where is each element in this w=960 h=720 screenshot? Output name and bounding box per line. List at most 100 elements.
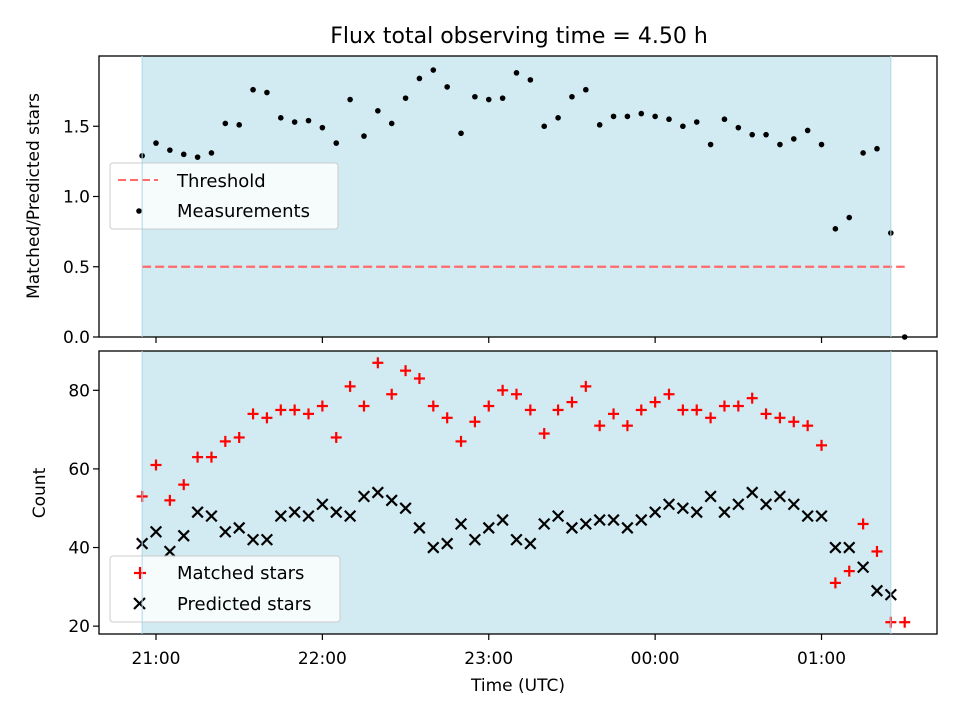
measurement-point	[250, 86, 256, 93]
x-tick-label: 22:00	[298, 649, 347, 669]
measurement-point	[472, 93, 478, 100]
predicted-point-b	[274, 510, 287, 523]
predicted-point-b	[829, 541, 842, 554]
measurement-point	[513, 70, 520, 76]
predicted-point	[621, 521, 634, 534]
x-tick-label: 00:00	[631, 649, 680, 669]
measurement-point	[680, 123, 686, 130]
matched-point	[816, 439, 828, 451]
x-tick-label: 01:00	[797, 649, 846, 669]
predicted-point	[593, 513, 606, 527]
matched-point	[303, 408, 315, 420]
predicted-point-b	[607, 513, 620, 527]
predicted-point-b	[787, 498, 800, 511]
measurement-point	[291, 119, 298, 125]
predicted-point	[357, 490, 371, 503]
y-tick-label: 80	[68, 381, 90, 401]
predicted-point-b	[454, 517, 468, 531]
matched-point	[247, 408, 259, 420]
predicted-point	[857, 561, 870, 574]
matched-point	[705, 412, 717, 424]
measurement-point	[208, 150, 215, 156]
top-axes-frame	[98, 55, 938, 338]
legend-matched-label: Matched stars	[177, 563, 304, 584]
measurement-point	[818, 141, 825, 148]
measurement-point	[610, 113, 617, 120]
predicted-point-b	[649, 506, 662, 519]
predicted-point	[219, 525, 232, 538]
matched-point	[760, 408, 772, 420]
matched-point	[427, 400, 439, 412]
bottom-legend: Matched stars Predicted stars	[109, 555, 341, 623]
predicted-point-b	[385, 494, 398, 507]
measurement-point	[499, 95, 506, 101]
measurement-point	[333, 140, 340, 146]
predicted-point	[538, 517, 551, 531]
matched-point	[843, 565, 855, 577]
predicted-point-b	[191, 506, 204, 519]
bottom-legend-box	[109, 555, 341, 623]
measurement-point	[832, 226, 839, 232]
x-axis-label: Time (UTC)	[470, 676, 565, 696]
matched-point	[788, 416, 800, 428]
matched-point	[871, 545, 883, 557]
measurement-point	[735, 124, 742, 131]
predicted-point	[579, 517, 592, 531]
predicted-point	[233, 521, 246, 534]
top-legend: Threshold Measurements	[109, 162, 339, 230]
matched-point	[566, 396, 578, 408]
measurement-point	[790, 136, 797, 142]
measurement-point	[569, 93, 575, 100]
matched-point	[635, 404, 647, 416]
predicted-point-b	[496, 513, 509, 527]
predicted-point-b	[233, 521, 246, 534]
matched-point	[400, 365, 412, 377]
predicted-point	[427, 541, 440, 554]
predicted-point-b	[219, 525, 232, 538]
measurement-point	[638, 110, 645, 117]
matched-point	[621, 420, 633, 432]
predicted-point	[482, 521, 495, 534]
predicted-point-b	[357, 490, 371, 503]
predicted-point-b	[441, 537, 454, 550]
matched-point	[899, 616, 911, 628]
predicted-point-b	[288, 506, 301, 519]
predicted-point-b	[843, 541, 856, 554]
predicted-point	[246, 533, 260, 546]
predicted-point-b	[579, 517, 592, 531]
measurement-point	[430, 67, 437, 73]
predicted-point	[413, 521, 426, 534]
matched-point	[150, 459, 162, 471]
measurement-point	[416, 75, 423, 82]
matched-point	[718, 400, 730, 412]
y-tick-label: 60	[68, 460, 90, 480]
predicted-point-b	[399, 502, 412, 515]
predicted-point-b	[344, 510, 357, 523]
predicted-point	[260, 533, 273, 546]
measurement-point	[666, 116, 672, 123]
matched-point	[483, 400, 495, 412]
measurement-point	[777, 141, 783, 148]
bottom-axes-frame	[98, 350, 938, 635]
predicted-point-b	[302, 510, 315, 523]
measurement-point	[874, 145, 880, 152]
predicted-point	[787, 498, 800, 511]
predicted-point-b	[510, 533, 523, 546]
measurement-point	[527, 77, 534, 83]
measurement-point	[361, 133, 367, 139]
predicted-point-b	[690, 506, 703, 519]
predicted-point	[385, 494, 398, 507]
measurement-point	[555, 115, 561, 121]
predicted-point-b	[662, 498, 676, 511]
bottom-panel: 20 40 60 80 21:00 22:00 23:00 00:00 01:00 Count…	[30, 350, 938, 696]
predicted-point-b	[718, 506, 731, 519]
predicted-point	[399, 502, 412, 515]
bottom-x-ticks: 21:00 22:00 23:00 00:00 01:00	[132, 634, 846, 669]
matched-point	[330, 431, 342, 443]
measurement-point	[652, 113, 658, 120]
x-tick-label: 23:00	[464, 649, 513, 669]
predicted-point	[565, 521, 579, 534]
predicted-point	[510, 533, 523, 546]
predicted-point-b	[552, 510, 565, 523]
legend-predicted-label: Predicted stars	[177, 594, 311, 615]
